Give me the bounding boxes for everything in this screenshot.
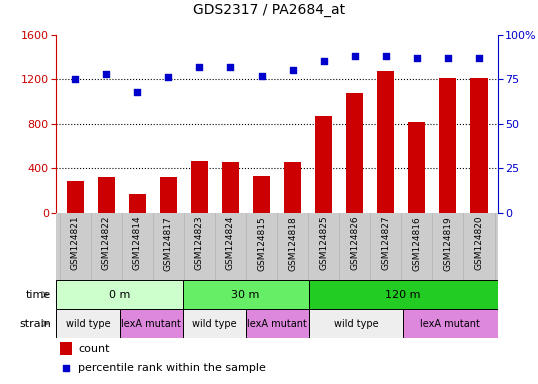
Point — [381, 53, 390, 59]
Text: wild type: wild type — [66, 318, 110, 329]
Text: GSM124825: GSM124825 — [319, 216, 328, 270]
Text: strain: strain — [19, 318, 51, 329]
Bar — [253, 176, 270, 213]
Bar — [470, 78, 487, 213]
Point — [413, 55, 421, 61]
Text: time: time — [26, 290, 51, 300]
Text: 30 m: 30 m — [231, 290, 260, 300]
Bar — [284, 162, 301, 213]
Text: lexA mutant: lexA mutant — [420, 318, 480, 329]
Text: GSM124814: GSM124814 — [133, 216, 142, 270]
Text: GSM124822: GSM124822 — [102, 216, 111, 270]
Point — [288, 67, 297, 73]
Text: GSM124826: GSM124826 — [350, 216, 359, 270]
Text: GSM124823: GSM124823 — [195, 216, 204, 270]
Point — [320, 58, 328, 65]
Bar — [315, 116, 332, 213]
Text: GSM124819: GSM124819 — [443, 216, 452, 271]
Text: wild type: wild type — [334, 318, 378, 329]
Bar — [56, 280, 182, 309]
Point — [257, 73, 266, 79]
Bar — [309, 309, 403, 338]
Text: GSM124815: GSM124815 — [257, 216, 266, 271]
Text: lexA mutant: lexA mutant — [247, 318, 307, 329]
Bar — [60, 342, 72, 355]
Text: GSM124821: GSM124821 — [70, 216, 80, 270]
Point — [61, 365, 70, 371]
Bar — [377, 71, 394, 213]
Bar — [119, 309, 182, 338]
Point — [475, 55, 483, 61]
Text: count: count — [78, 344, 110, 354]
Bar — [56, 309, 119, 338]
Bar — [129, 194, 146, 213]
Text: GSM124820: GSM124820 — [475, 216, 484, 270]
Bar — [67, 181, 84, 213]
Bar — [440, 78, 456, 213]
Bar — [98, 177, 115, 213]
Point — [350, 53, 359, 59]
Bar — [309, 280, 498, 309]
Text: GSM124817: GSM124817 — [164, 216, 173, 271]
Bar — [403, 309, 498, 338]
Point — [133, 89, 141, 95]
Bar — [222, 162, 239, 213]
Text: percentile rank within the sample: percentile rank within the sample — [78, 363, 266, 373]
Point — [195, 64, 204, 70]
Bar — [182, 309, 245, 338]
Point — [164, 74, 173, 81]
Point — [71, 76, 80, 82]
Point — [102, 71, 110, 77]
Bar — [245, 309, 309, 338]
Text: GSM124824: GSM124824 — [226, 216, 235, 270]
Text: GSM124827: GSM124827 — [381, 216, 390, 270]
Text: GDS2317 / PA2684_at: GDS2317 / PA2684_at — [193, 3, 345, 17]
Text: lexA mutant: lexA mutant — [121, 318, 181, 329]
Text: wild type: wild type — [192, 318, 236, 329]
Text: 120 m: 120 m — [385, 290, 421, 300]
Text: GSM124818: GSM124818 — [288, 216, 297, 271]
Bar — [191, 161, 208, 213]
Point — [444, 55, 452, 61]
Bar — [182, 280, 309, 309]
Text: 0 m: 0 m — [109, 290, 130, 300]
Point — [226, 64, 235, 70]
Bar — [160, 177, 177, 213]
Bar — [346, 93, 363, 213]
Text: GSM124816: GSM124816 — [412, 216, 421, 271]
Bar — [408, 122, 426, 213]
